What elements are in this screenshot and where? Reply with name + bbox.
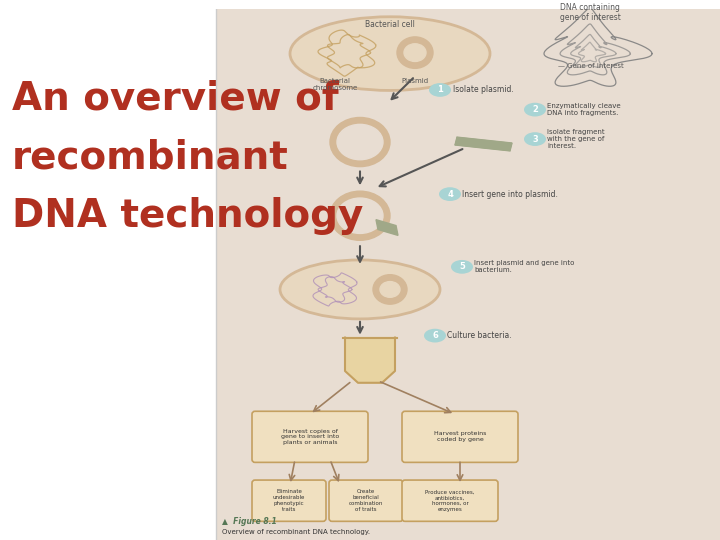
Text: 4: 4 <box>447 190 453 199</box>
Ellipse shape <box>290 17 490 91</box>
Ellipse shape <box>524 132 546 146</box>
FancyBboxPatch shape <box>402 411 518 462</box>
Ellipse shape <box>404 44 426 62</box>
Ellipse shape <box>330 191 390 240</box>
Text: Enzymatically cleave
DNA into fragments.: Enzymatically cleave DNA into fragments. <box>547 103 621 116</box>
Polygon shape <box>345 338 395 383</box>
FancyBboxPatch shape <box>252 411 368 462</box>
Ellipse shape <box>373 275 407 304</box>
Text: DNA technology: DNA technology <box>12 198 364 235</box>
Text: DNA containing
gene of interest: DNA containing gene of interest <box>559 3 621 22</box>
Text: Produce vaccines,
antibiotics,
hormones, or
enzymes: Produce vaccines, antibiotics, hormones,… <box>426 489 474 512</box>
Text: Overview of recombinant DNA technology.: Overview of recombinant DNA technology. <box>222 529 370 535</box>
Text: Insert plasmid and gene into
bacterium.: Insert plasmid and gene into bacterium. <box>474 260 575 273</box>
Text: Harvest copies of
gene to insert into
plants or animals: Harvest copies of gene to insert into pl… <box>281 429 339 445</box>
Ellipse shape <box>424 329 446 342</box>
Text: Isolate plasmid.: Isolate plasmid. <box>453 85 514 94</box>
FancyBboxPatch shape <box>252 480 326 521</box>
Ellipse shape <box>524 103 546 117</box>
Text: Culture bacteria.: Culture bacteria. <box>447 331 512 340</box>
Ellipse shape <box>397 37 433 69</box>
Ellipse shape <box>429 83 451 97</box>
Bar <box>0 9 216 540</box>
Ellipse shape <box>380 281 400 298</box>
Text: Plasmid: Plasmid <box>402 78 428 84</box>
Ellipse shape <box>337 198 383 233</box>
Ellipse shape <box>439 187 461 201</box>
Text: 3: 3 <box>532 134 538 144</box>
Text: 2: 2 <box>532 105 538 114</box>
Ellipse shape <box>280 260 440 319</box>
Text: Bacterial
chromosome: Bacterial chromosome <box>312 78 358 91</box>
Text: 5: 5 <box>459 262 465 271</box>
FancyBboxPatch shape <box>329 480 403 521</box>
Text: Isolate fragment
with the gene of
interest.: Isolate fragment with the gene of intere… <box>547 129 605 149</box>
Text: recombinant: recombinant <box>12 138 289 177</box>
Ellipse shape <box>337 124 383 160</box>
Text: Bacterial cell: Bacterial cell <box>365 20 415 29</box>
Ellipse shape <box>451 260 473 274</box>
Polygon shape <box>455 137 512 151</box>
Bar <box>216 9 720 540</box>
Text: — Gene of interest: — Gene of interest <box>558 63 624 69</box>
Text: An overview of: An overview of <box>12 79 338 118</box>
Text: 6: 6 <box>432 331 438 340</box>
Text: 1: 1 <box>437 85 443 94</box>
Polygon shape <box>376 220 398 235</box>
FancyBboxPatch shape <box>402 480 498 521</box>
Text: Insert gene into plasmid.: Insert gene into plasmid. <box>462 190 558 199</box>
Ellipse shape <box>330 118 390 167</box>
Text: Eliminate
undesirable
phenotypic
traits: Eliminate undesirable phenotypic traits <box>273 489 305 512</box>
Text: ▲  Figure 8.1: ▲ Figure 8.1 <box>222 517 276 526</box>
Text: Harvest proteins
coded by gene: Harvest proteins coded by gene <box>434 431 486 442</box>
Text: Create
beneficial
combination
of traits: Create beneficial combination of traits <box>348 489 383 512</box>
